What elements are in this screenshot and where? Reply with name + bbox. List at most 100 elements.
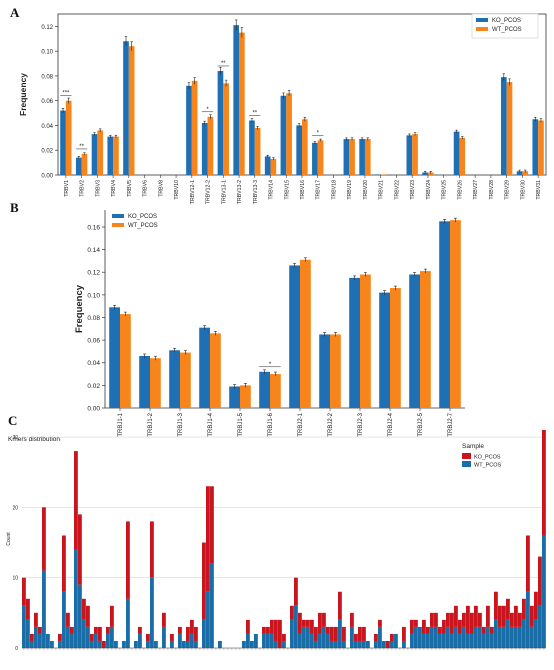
bar-wt [126, 598, 130, 648]
bar-ko [514, 605, 518, 627]
significance-label: ** [252, 111, 257, 117]
bar-ko [98, 626, 102, 641]
bar-ko [312, 142, 318, 175]
legend-swatch [476, 18, 488, 22]
bar-wt [534, 619, 538, 648]
bar-ko [516, 171, 523, 175]
y-tick-label: 10 [12, 576, 18, 582]
bar-ko [378, 619, 382, 627]
bar-ko [502, 605, 506, 627]
bar-ko [350, 612, 354, 627]
bar-wt [114, 640, 118, 648]
bar-ko [343, 139, 350, 175]
bar-ko [146, 633, 150, 641]
bar-ko [266, 626, 270, 634]
bar-ko [249, 120, 255, 175]
legend-label: WT_PCOS [492, 27, 522, 33]
bar-wt [514, 626, 518, 648]
bar-wt [50, 640, 54, 648]
x-tick-label: TRBV14 [269, 180, 275, 200]
bar-ko [402, 626, 406, 641]
bar-wt [482, 633, 486, 648]
legend-label: WT_PCOS [474, 463, 502, 469]
bar-ko [262, 626, 266, 634]
bar-ko [106, 626, 110, 634]
bar-wt [242, 640, 246, 648]
bar-ko [201, 122, 208, 175]
bar-wt [180, 352, 191, 408]
bar-ko [246, 619, 250, 634]
bar-ko [206, 486, 210, 592]
bar-wt [430, 626, 434, 648]
bar-wt [254, 127, 261, 175]
y-tick-label: 0.04 [87, 360, 100, 367]
bar-wt [434, 626, 438, 648]
bar-ko [91, 134, 98, 175]
x-tick-label: TRBV4 [111, 180, 117, 197]
bar-ko [210, 486, 214, 564]
bar-wt [412, 134, 418, 175]
y-tick-label: 0.06 [41, 99, 53, 105]
bar-wt [374, 640, 378, 648]
bar-wt [378, 626, 382, 648]
bar-wt [510, 626, 514, 648]
x-tick-label: TRBV10 [174, 180, 180, 200]
bar-ko [434, 612, 438, 627]
bar-wt [186, 640, 190, 648]
bar-wt [266, 633, 270, 648]
bar-ko [379, 292, 390, 408]
bar-wt [538, 605, 542, 648]
bar-wt [206, 591, 210, 648]
bar-ko [296, 125, 302, 175]
bar-wt [366, 640, 370, 648]
x-tick-label: TRBJ2-5 [418, 412, 424, 436]
x-tick-label: TRBJ1-1 [118, 412, 124, 436]
y-tick-label: 0.16 [87, 224, 100, 231]
bar-ko [66, 612, 70, 627]
bar-wt [414, 626, 418, 648]
bar-ko [38, 626, 42, 634]
bar-wt [286, 93, 292, 175]
bar-ko [490, 626, 494, 634]
y-tick-label: 0.12 [41, 25, 53, 31]
bar-wt [342, 640, 346, 648]
bar-ko [30, 633, 34, 641]
x-tick-label: TRBV12-1 [190, 180, 196, 204]
bar-ko [532, 119, 539, 175]
legend-title: Sample [462, 443, 484, 450]
chart-title: Kmers distribution [8, 436, 60, 443]
bar-ko [478, 612, 482, 627]
bar-wt [474, 626, 478, 648]
bar-ko [466, 605, 470, 634]
x-tick-label: TRBV3 [95, 180, 101, 197]
bar-wt [300, 259, 311, 408]
bar-wt [302, 626, 306, 648]
y-tick-label: 0.12 [87, 270, 100, 277]
bar-wt [194, 640, 198, 648]
bar-wt [522, 619, 526, 648]
legend-swatch [462, 461, 471, 467]
bar-ko [90, 633, 94, 641]
y-tick-label: 0.00 [87, 406, 100, 413]
y-tick-label: 20 [12, 505, 18, 511]
bar-ko [169, 350, 180, 408]
y-tick-label: 0.10 [87, 292, 100, 299]
bar-wt [34, 626, 38, 648]
x-tick-label: TRBV13-2 [237, 180, 243, 204]
bar-ko [109, 307, 120, 408]
bar-wt [298, 633, 302, 648]
x-tick-label: TRBJ2-2 [328, 412, 334, 436]
bar-wt [120, 314, 131, 408]
x-tick-label: TRBJ1-5 [238, 412, 244, 436]
bar-wt [446, 626, 450, 648]
bar-ko [446, 612, 450, 627]
bar-ko [438, 626, 442, 634]
bar-wt [86, 626, 90, 648]
bar-wt [454, 626, 458, 648]
bar-wt [390, 640, 394, 648]
bar-wt [190, 633, 194, 648]
bar-wt [182, 640, 186, 648]
y-tick-label: 0 [15, 646, 18, 652]
panel-b-trbj-chart: B 0.00 0.02 0.04 0.06 0.08 0.10 0.12 0.14 0.16 Fre… [10, 200, 465, 437]
